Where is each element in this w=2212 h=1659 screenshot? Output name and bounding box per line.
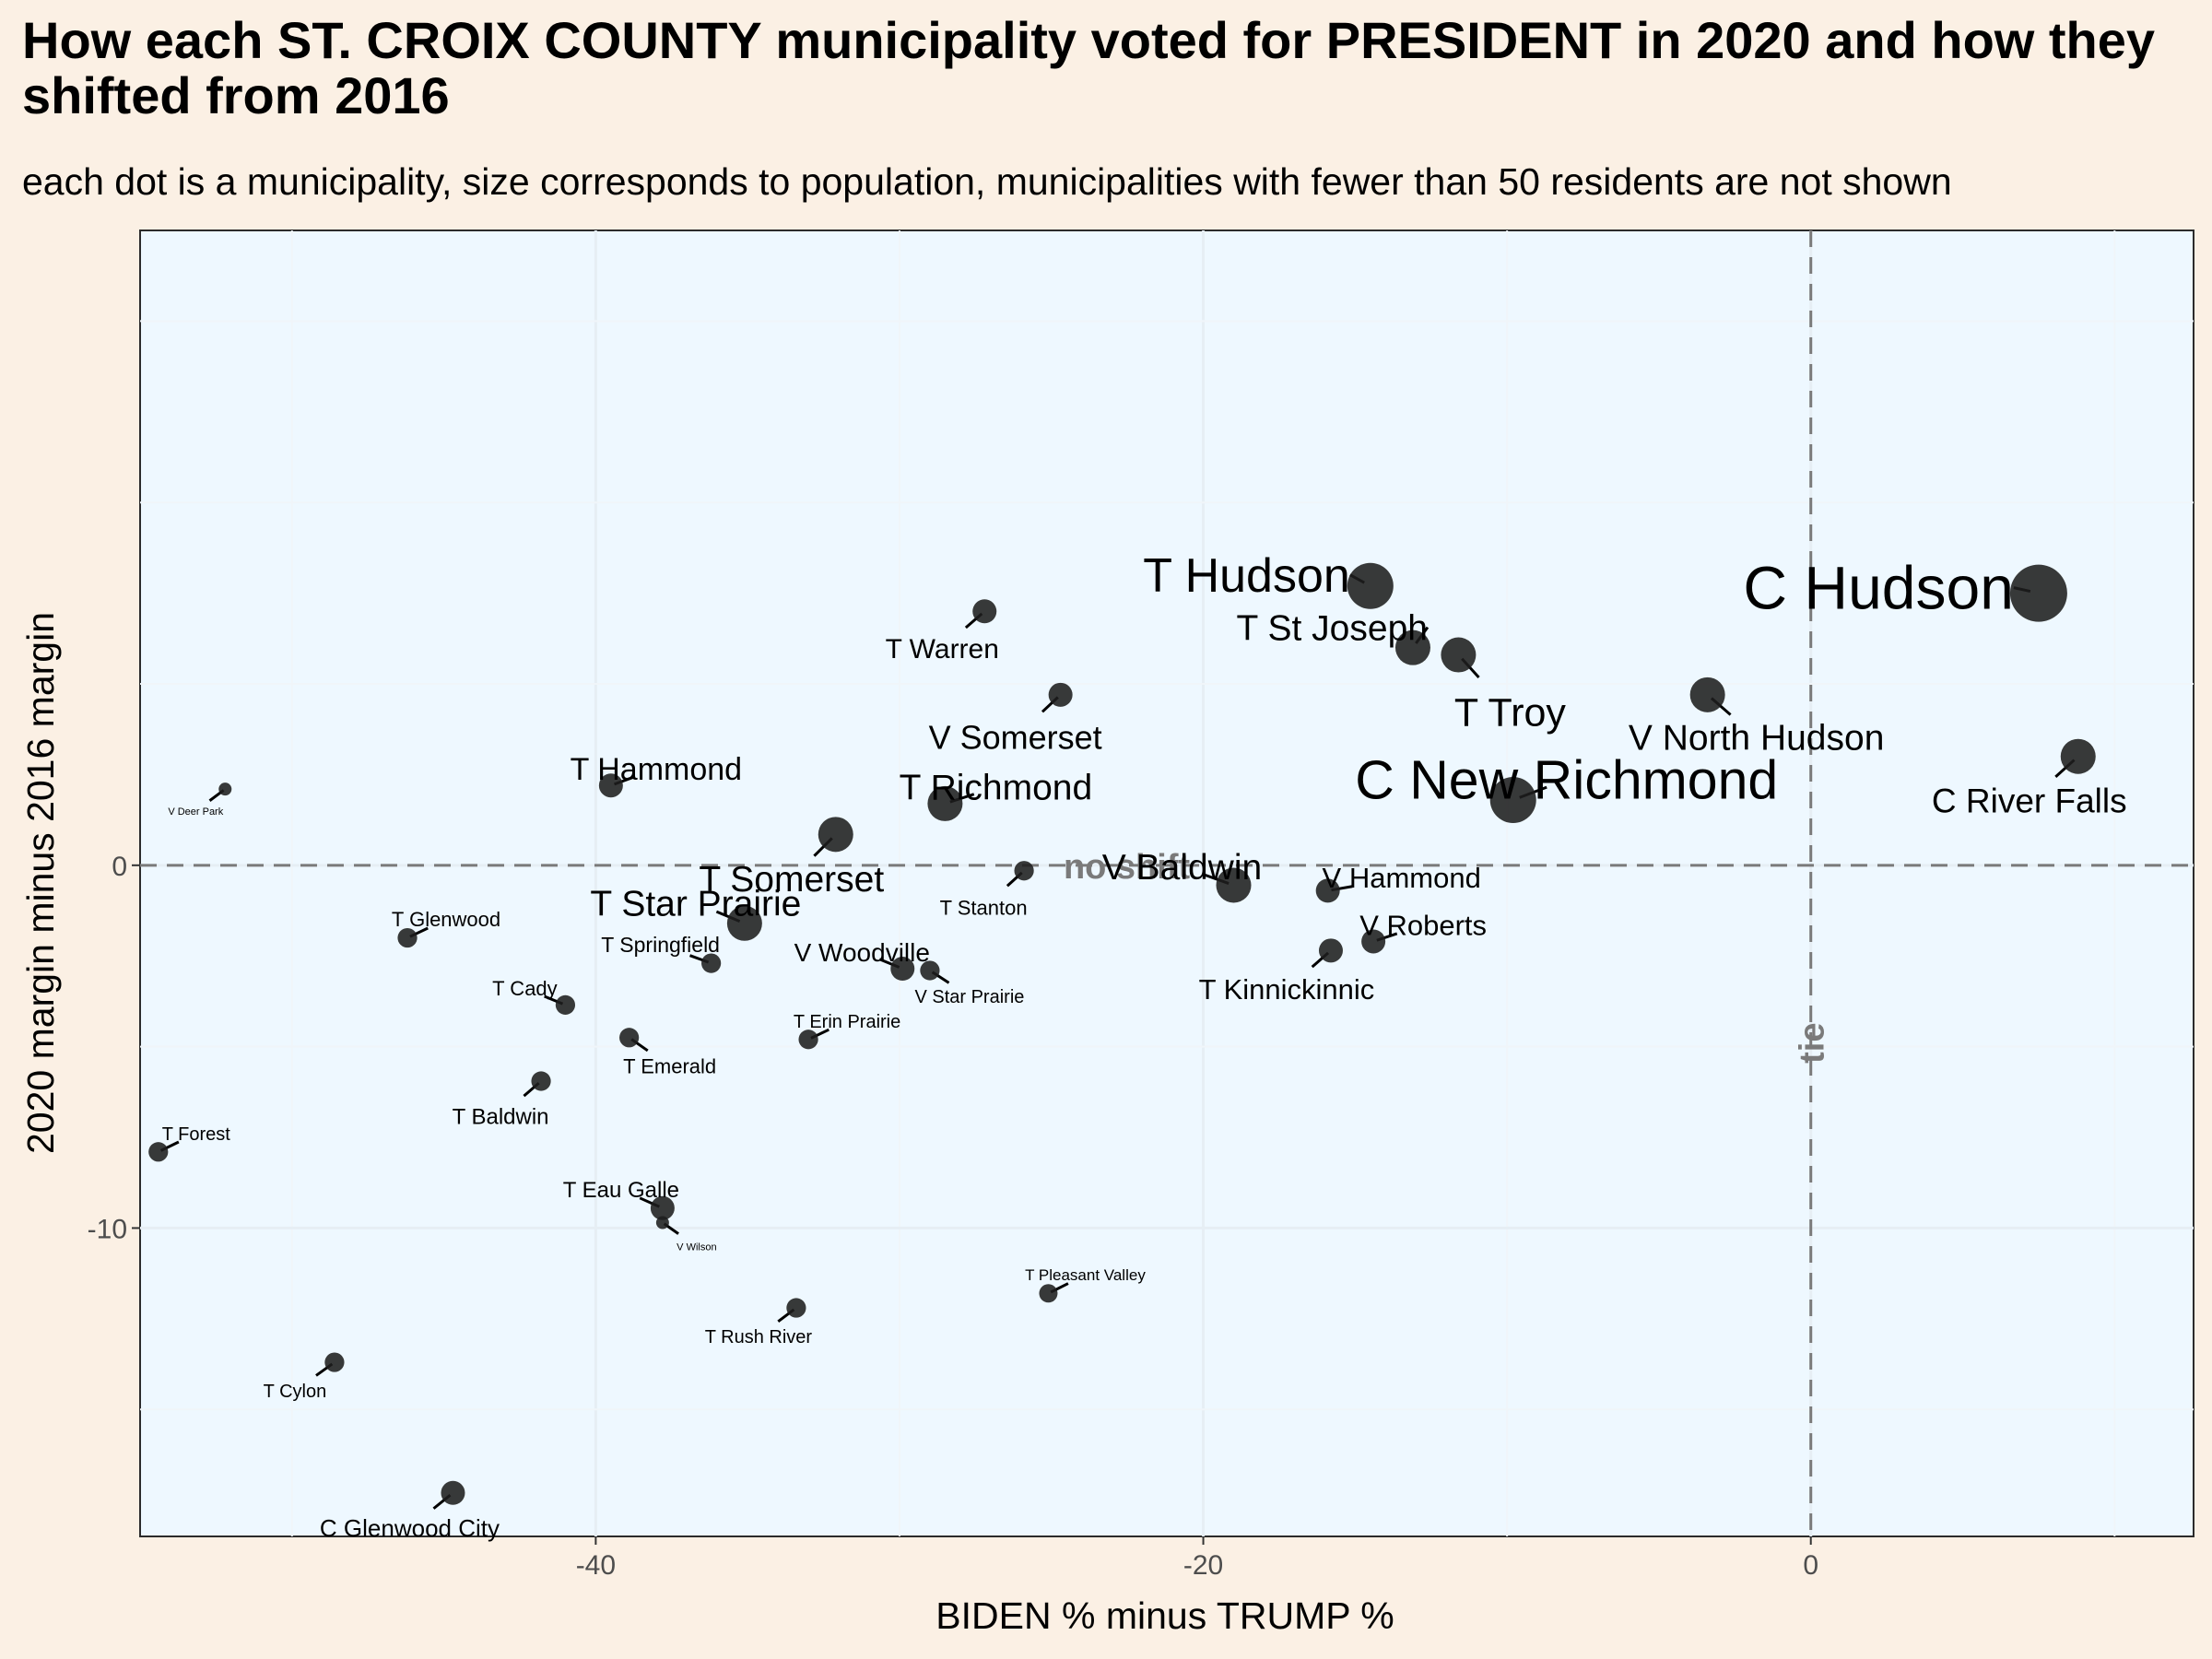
point-v-star-prairie xyxy=(920,960,940,981)
x-tick-label: 0 xyxy=(1803,1550,1818,1581)
point-t-eau-galle xyxy=(650,1195,675,1220)
plot-panel xyxy=(139,229,2194,1537)
point-t-erin-prairie xyxy=(798,1030,818,1050)
point-t-rush-river xyxy=(786,1298,806,1318)
label-v-wilson: V Wilson xyxy=(677,1241,716,1253)
label-c-river-falls: C River Falls xyxy=(1932,782,2127,820)
point-t-cady xyxy=(555,994,576,1015)
point-t-hudson xyxy=(1347,562,1394,609)
point-v-somerset xyxy=(1048,682,1073,707)
y-tick-label: -10 xyxy=(88,1214,127,1244)
point-c-hudson xyxy=(2009,564,2067,622)
label-t-warren: T Warren xyxy=(886,634,999,665)
label-v-north-hudson: V North Hudson xyxy=(1629,718,1884,758)
label-t-hudson: T Hudson xyxy=(1143,549,1350,603)
point-v-deer-park xyxy=(218,782,232,796)
point-t-richmond xyxy=(927,785,963,821)
point-labels: C Hudson T Hudson T St Joseph T Troy T Warre… xyxy=(162,549,2127,1542)
point-t-st-joseph xyxy=(1394,629,1430,665)
label-t-kinnickinnic: T Kinnickinnic xyxy=(1199,973,1375,1006)
label-v-somerset: V Somerset xyxy=(929,718,1102,756)
point-v-roberts xyxy=(1361,929,1386,954)
label-t-emerald: T Emerald xyxy=(623,1054,716,1077)
point-t-cylon xyxy=(324,1352,345,1372)
point-t-warren xyxy=(972,599,997,624)
label-c-new-richmond: C New Richmond xyxy=(1355,750,1778,811)
label-t-pleasant-valley: T Pleasant Valley xyxy=(1025,1266,1146,1284)
point-t-stanton xyxy=(1014,861,1034,881)
label-t-forest: T Forest xyxy=(162,1124,231,1145)
point-t-star-prairie xyxy=(726,905,762,941)
label-t-richmond: T Richmond xyxy=(900,769,1093,808)
label-t-troy: T Troy xyxy=(1454,691,1567,735)
label-t-st-joseph: T St Joseph xyxy=(1237,608,1428,648)
reference-lines: no shift tie xyxy=(140,230,2194,1536)
axis-ticks: -40 -20 0 -10 0 xyxy=(88,852,1818,1581)
point-t-glenwood xyxy=(397,927,418,948)
point-t-forest xyxy=(148,1142,169,1162)
point-t-kinnickinnic xyxy=(1318,938,1343,963)
point-t-troy xyxy=(1441,637,1477,673)
point-v-woodville xyxy=(890,956,915,981)
grid-lines xyxy=(140,230,2194,1536)
label-t-baldwin: T Baldwin xyxy=(453,1104,549,1129)
x-axis-label: BIDEN % minus TRUMP % xyxy=(935,1594,1394,1637)
chart-subtitle: each dot is a municipality, size corresp… xyxy=(22,160,1952,203)
point-v-north-hudson xyxy=(1689,677,1725,712)
label-v-baldwin: V Baldwin xyxy=(1102,848,1262,888)
tie-label: tie xyxy=(1794,1023,1832,1064)
point-t-baldwin xyxy=(531,1071,551,1091)
point-t-emerald xyxy=(619,1028,640,1048)
point-c-glenwood-city xyxy=(441,1480,465,1505)
label-v-hammond: V Hammond xyxy=(1323,862,1481,894)
point-t-hammond xyxy=(598,773,623,798)
label-v-roberts: V Roberts xyxy=(1359,909,1487,941)
x-tick-label: -20 xyxy=(1183,1550,1223,1581)
label-t-erin-prairie: T Erin Prairie xyxy=(794,1012,900,1032)
point-t-pleasant-valley xyxy=(1039,1284,1058,1303)
point-v-wilson xyxy=(655,1216,669,1230)
label-t-somerset: T Somerset xyxy=(699,860,884,900)
label-t-eau-galle: T Eau Galle xyxy=(563,1178,679,1203)
label-t-cylon: T Cylon xyxy=(264,1382,327,1402)
point-c-new-richmond xyxy=(1489,776,1536,823)
label-t-springfield: T Springfield xyxy=(601,933,720,957)
label-v-woodville: V Woodville xyxy=(794,938,930,967)
point-v-baldwin xyxy=(1216,867,1252,903)
label-c-glenwood-city: C Glenwood City xyxy=(320,1514,500,1542)
x-tick-label: -40 xyxy=(576,1550,616,1581)
label-t-glenwood: T Glenwood xyxy=(392,908,500,931)
label-v-deer-park: V Deer Park xyxy=(168,806,223,818)
label-t-star-prairie: T Star Prairie xyxy=(590,884,801,924)
point-t-springfield xyxy=(701,953,722,973)
label-v-star-prairie: V Star Prairie xyxy=(914,987,1024,1007)
data-points xyxy=(148,562,2096,1505)
label-t-rush-river: T Rush River xyxy=(705,1327,813,1347)
label-t-cady: T Cady xyxy=(492,977,558,1000)
label-t-stanton: T Stanton xyxy=(940,896,1028,919)
point-c-river-falls xyxy=(2060,738,2096,774)
point-v-hammond xyxy=(1315,878,1340,903)
label-c-hudson: C Hudson xyxy=(1743,554,2014,622)
y-axis-label: 2020 margin minus 2016 margin xyxy=(19,612,62,1154)
no-shift-label: no shift xyxy=(1064,848,1191,887)
chart-title: How each ST. CROIX COUNTY municipality v… xyxy=(22,11,2156,124)
y-tick-label: 0 xyxy=(112,852,127,882)
point-t-somerset xyxy=(818,817,853,853)
label-t-hammond: T Hammond xyxy=(571,752,742,787)
